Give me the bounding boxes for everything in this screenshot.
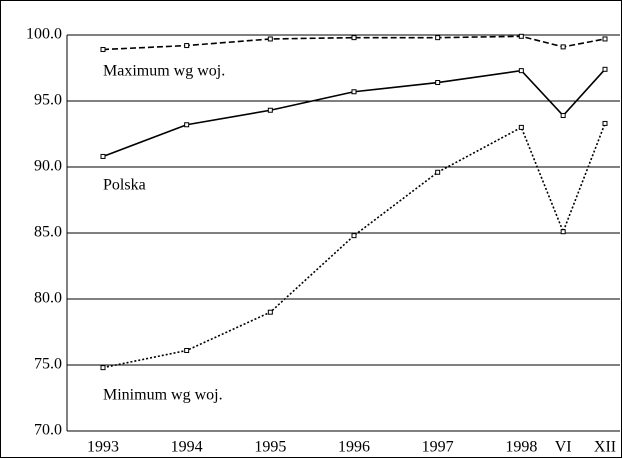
x-tick-label: 1993 <box>87 439 119 456</box>
series-label: Minimum wg woj. <box>103 387 223 404</box>
x-tick-label: 1997 <box>422 439 454 456</box>
x-tick-label: 1994 <box>171 439 203 456</box>
point-marker <box>184 347 190 353</box>
series-line <box>102 68 606 158</box>
point-marker <box>518 68 524 74</box>
point-marker <box>602 66 608 72</box>
x-tick-label: 1996 <box>338 439 370 456</box>
x-tick-label: 1995 <box>254 439 286 456</box>
x-tick-label: VI <box>555 439 572 456</box>
y-tick-label: 80.0 <box>34 290 62 307</box>
point-marker <box>184 122 190 128</box>
series-label: Maximum wg woj. <box>103 63 225 80</box>
y-tick-label: 100.0 <box>26 26 62 43</box>
point-marker <box>435 35 441 41</box>
point-marker <box>560 113 566 119</box>
point-marker <box>267 309 273 315</box>
x-tick-label: XII <box>594 439 616 456</box>
point-marker <box>100 47 106 53</box>
point-marker <box>184 43 190 49</box>
point-marker <box>435 80 441 86</box>
point-marker <box>560 44 566 50</box>
series-line <box>102 123 606 369</box>
point-marker <box>518 33 524 39</box>
y-tick-label: 90.0 <box>34 158 62 175</box>
series-label: Polska <box>103 177 146 194</box>
point-marker <box>602 36 608 42</box>
point-marker <box>267 107 273 113</box>
point-marker <box>351 89 357 95</box>
series-line <box>102 35 606 51</box>
point-marker <box>602 120 608 126</box>
point-marker <box>351 233 357 239</box>
point-marker <box>435 169 441 175</box>
point-marker <box>100 365 106 371</box>
point-marker <box>267 36 273 42</box>
point-marker <box>100 153 106 159</box>
point-marker <box>351 35 357 41</box>
y-tick-label: 70.0 <box>34 422 62 439</box>
y-tick-label: 95.0 <box>34 92 62 109</box>
y-tick-label: 75.0 <box>34 356 62 373</box>
point-marker <box>560 229 566 235</box>
x-tick-label: 1998 <box>505 439 537 456</box>
y-tick-label: 85.0 <box>34 224 62 241</box>
point-marker <box>518 124 524 130</box>
